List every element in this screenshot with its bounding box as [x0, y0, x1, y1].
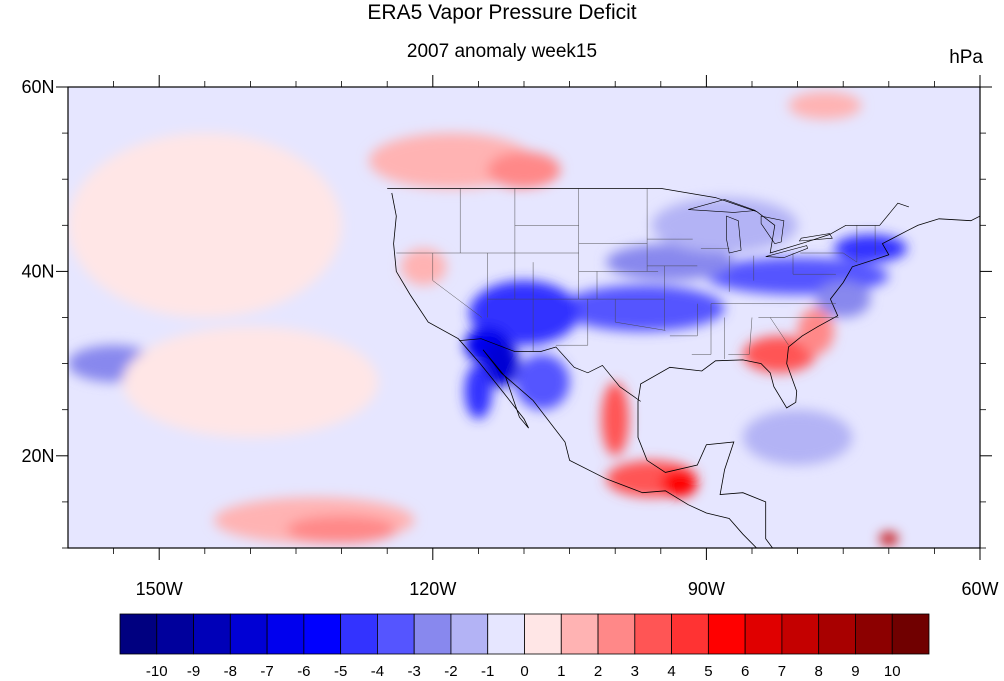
colorbar-box — [156, 613, 194, 655]
colorbar-box — [119, 613, 158, 655]
y-tick-label: 40N — [21, 261, 54, 281]
x-tick-label: 90W — [688, 579, 725, 599]
colorbar-box — [891, 613, 930, 655]
anomaly-region-4 — [464, 363, 493, 419]
colorbar-label: -4 — [371, 663, 384, 680]
colorbar-box — [450, 613, 489, 655]
colorbar-label: 8 — [815, 663, 823, 680]
anomaly-region-23 — [286, 515, 397, 544]
anomaly-region-3 — [482, 340, 520, 387]
y-tick-label: 20N — [21, 446, 54, 466]
colorbar-box — [413, 613, 452, 655]
colorbar-label: -6 — [297, 663, 310, 680]
x-tick-label: 150W — [136, 579, 183, 599]
colorbar-box — [855, 613, 893, 655]
us-mexico-border — [459, 338, 641, 402]
colorbar-label: 4 — [667, 663, 675, 680]
anomaly-region-27 — [788, 91, 862, 120]
map-area — [68, 87, 980, 548]
anomaly-region-8 — [815, 280, 871, 318]
chart-title: ERA5 Vapor Pressure Deficit — [367, 1, 637, 24]
great-lake-0 — [688, 199, 756, 213]
colorbar-label: -5 — [334, 663, 347, 680]
colorbar-box — [744, 613, 783, 655]
colorbar-label: 1 — [557, 663, 565, 680]
colorbar-label: -8 — [224, 663, 237, 680]
colorbar-label: 0 — [520, 663, 528, 680]
state-boundaries — [396, 188, 876, 359]
colorbar-box — [340, 613, 378, 655]
colorbar-label: 5 — [704, 663, 712, 680]
colorbar-box — [671, 613, 709, 655]
colorbar: -10 -9 -8 -7 -6 -5 -4 -3 -2 -1 0 1 2 3 4 5 6 7 8 9 10 — [119, 613, 930, 680]
colorbar-label: 3 — [631, 663, 639, 680]
x-tick-label: 60W — [961, 579, 998, 599]
anomaly-region-0 — [560, 285, 725, 332]
anomaly-region-10 — [651, 197, 798, 253]
colorbar-box — [634, 613, 672, 655]
colorbar-box — [229, 613, 268, 655]
anomaly-region-14 — [742, 409, 853, 466]
great-lake-3 — [765, 245, 808, 258]
colorbar-label: 2 — [594, 663, 602, 680]
coastline — [391, 192, 980, 548]
us-canada-border — [387, 188, 910, 254]
anomaly-region-19 — [660, 469, 698, 498]
colorbar-box — [487, 613, 525, 655]
colorbar-box — [303, 613, 342, 655]
colorbar-label: 6 — [741, 663, 749, 680]
colorbar-label: -2 — [444, 663, 457, 680]
colorbar-box — [597, 613, 636, 655]
colorbar-box — [818, 613, 856, 655]
colorbar-label: -9 — [187, 663, 200, 680]
great-lake-1 — [726, 215, 742, 254]
anomaly-region-12 — [400, 248, 447, 286]
colorbar-label: 10 — [884, 663, 901, 680]
anomaly-region-7 — [834, 234, 908, 263]
colorbar-box — [266, 613, 305, 655]
colorbar-label: -10 — [146, 663, 168, 680]
colorbar-box — [707, 613, 746, 655]
colorbar-label: 7 — [778, 663, 786, 680]
great-lake-2 — [760, 215, 785, 245]
chart-subtitle: 2007 anomaly week15 — [406, 41, 598, 62]
colorbar-box — [377, 613, 415, 655]
anomaly-region-25 — [122, 326, 379, 438]
anomaly-region-21 — [487, 151, 561, 189]
colorbar-box — [781, 613, 820, 655]
anomaly-field — [68, 91, 908, 546]
colorbar-label: -3 — [408, 663, 421, 680]
colorbar-box — [193, 613, 231, 655]
great-lake-4 — [798, 233, 833, 242]
colorbar-box — [560, 613, 599, 655]
colorbar-label: 9 — [851, 663, 859, 680]
axes: 150W 120W 90W 60W 20N 40N 60N — [21, 75, 999, 599]
x-tick-label: 120W — [409, 579, 456, 599]
colorbar-box — [524, 613, 562, 655]
anomaly-region-17 — [601, 382, 629, 456]
anomaly-region-5 — [514, 354, 570, 410]
colorbar-label: -7 — [260, 663, 273, 680]
units-label: hPa — [949, 47, 983, 68]
colorbar-label: -1 — [481, 663, 494, 680]
y-tick-label: 60N — [21, 77, 54, 97]
anomaly-region-26 — [879, 532, 898, 546]
anomaly-region-16 — [797, 308, 835, 355]
anomaly-region-24 — [68, 133, 342, 318]
